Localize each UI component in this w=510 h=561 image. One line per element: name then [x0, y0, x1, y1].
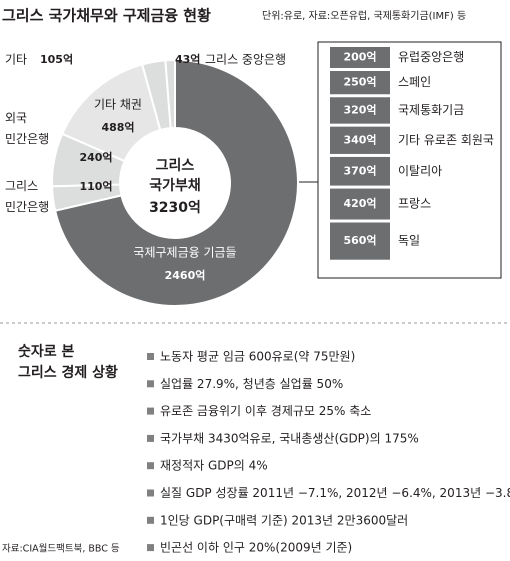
breakdown-bar [330, 47, 390, 68]
slice-value-label: 488억 [101, 121, 134, 134]
bullet [147, 407, 154, 415]
fact-item: 빈곤선 이하 인구 20%(2009년 기준) [160, 541, 352, 555]
bullet [147, 353, 154, 360]
breakdown-value-label: 370억 [343, 164, 376, 177]
title: 그리스 국가채무와 구제금융 현황 [2, 7, 211, 25]
fact-item: 국가부채 3430억유로, 국내총생산(GDP)의 175% [160, 431, 419, 445]
fact-item: 노동자 평균 임금 600유로(약 75만원) [160, 349, 355, 364]
breakdown-bar [330, 222, 390, 260]
slice-label: 기타 채권 [94, 98, 142, 112]
breakdown-value-label: 420억 [343, 197, 376, 210]
breakdown-label: 국제통화기금 [398, 103, 464, 117]
bullet [147, 380, 154, 388]
breakdown-value-label: 340억 [343, 133, 376, 146]
slice-label: 그리스 민간은행 [5, 179, 49, 214]
slice-value-label: 110억 [79, 180, 112, 193]
source: 자료:CIA월드팩트북, BBC 등 [2, 543, 120, 555]
breakdown-label: 프랑스 [398, 197, 431, 211]
breakdown-bar [330, 126, 390, 154]
fact-item: 1인당 GDP(구매력 기준) 2013년 2만3600달러 [160, 513, 408, 527]
slice-label: 기타 [5, 53, 27, 67]
breakdown-bar [330, 97, 390, 124]
slice-value-label: 105억 [40, 53, 73, 66]
donut-slice [164, 58, 176, 130]
bullet [147, 516, 154, 524]
fact-item: 실업률 27.9%, 청년층 실업률 50% [160, 377, 343, 391]
breakdown-bar [330, 188, 390, 220]
bullet [147, 434, 154, 442]
bullet [147, 462, 154, 470]
fact-item: 재정적자 GDP의 4% [160, 459, 268, 473]
breakdown-box [317, 41, 502, 279]
breakdown-bar [330, 71, 390, 95]
slice-value-label: 240억 [79, 151, 112, 164]
slice-label: 그리스 중앙은행 [205, 52, 286, 67]
slice-value-label: 2460억 [165, 269, 206, 282]
breakdown-value-label: 250억 [343, 76, 376, 89]
breakdown-label: 기타 유로존 회원국 [398, 133, 494, 147]
bullet [147, 544, 154, 552]
breakdown-value-label: 560억 [343, 234, 376, 247]
breakdown-value-label: 320억 [343, 103, 376, 116]
breakdown-value-label: 200억 [343, 51, 376, 64]
center-label: 그리스 국가부채 [149, 158, 201, 194]
bullet [147, 489, 154, 497]
breakdown-label: 스페인 [398, 75, 431, 89]
breakdown-bar [330, 156, 390, 186]
slice-value-label: 43억 [175, 53, 200, 66]
breakdown-label: 독일 [398, 234, 420, 248]
fact-item: 실질 GDP 성장률 2011년 −7.1%, 2012년 −6.4%, 201… [160, 486, 510, 500]
breakdown-label: 유럽중앙은행 [398, 49, 464, 64]
slice-label: 국제구제금융 기금들 [133, 246, 236, 260]
breakdown-label: 이탈리아 [398, 164, 442, 178]
donut-slice [53, 58, 299, 307]
fact-item: 유로존 금융위기 이후 경제규모 25% 축소 [160, 404, 371, 418]
facts-title: 숫자로 본 그리스 경제 상황 [18, 344, 118, 381]
subtitle: 단위:유로, 자료:오픈유럽, 국제통화기금(IMF) 등 [262, 9, 466, 22]
center-value-label: 3230억 [149, 200, 201, 216]
slice-label: 외국 민간은행 [5, 111, 49, 146]
